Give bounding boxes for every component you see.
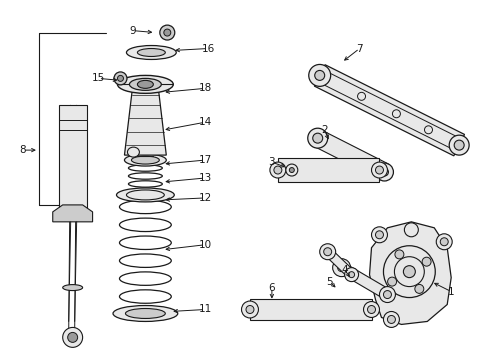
- Circle shape: [386, 315, 395, 323]
- Text: 14: 14: [198, 117, 211, 127]
- Ellipse shape: [131, 156, 159, 164]
- Polygon shape: [338, 263, 389, 299]
- Circle shape: [448, 135, 468, 155]
- Circle shape: [380, 168, 387, 176]
- Circle shape: [363, 302, 379, 318]
- Text: 1: 1: [447, 287, 453, 297]
- Circle shape: [379, 287, 395, 302]
- Circle shape: [421, 257, 430, 266]
- Ellipse shape: [127, 147, 139, 157]
- Text: 9: 9: [129, 26, 136, 36]
- Circle shape: [67, 332, 78, 342]
- Circle shape: [160, 25, 174, 40]
- Circle shape: [383, 311, 399, 328]
- Circle shape: [348, 272, 354, 278]
- Ellipse shape: [125, 309, 165, 319]
- Text: 5: 5: [325, 276, 332, 287]
- Circle shape: [375, 163, 393, 181]
- Circle shape: [273, 166, 281, 174]
- Text: 4: 4: [341, 265, 347, 275]
- Polygon shape: [249, 298, 371, 320]
- Circle shape: [314, 71, 324, 80]
- Circle shape: [394, 250, 403, 259]
- Circle shape: [337, 264, 345, 272]
- Text: 10: 10: [198, 240, 211, 250]
- Circle shape: [245, 306, 253, 314]
- Text: 18: 18: [198, 84, 211, 93]
- Text: 13: 13: [198, 173, 211, 183]
- Text: 17: 17: [198, 155, 211, 165]
- Text: 6: 6: [268, 283, 275, 293]
- Circle shape: [403, 266, 414, 278]
- Text: 8: 8: [20, 145, 26, 155]
- Circle shape: [435, 234, 451, 250]
- Text: 2: 2: [321, 125, 327, 135]
- Circle shape: [307, 128, 327, 148]
- Ellipse shape: [124, 154, 166, 166]
- Text: 3: 3: [268, 157, 275, 167]
- Polygon shape: [124, 88, 166, 155]
- Ellipse shape: [117, 75, 173, 93]
- Circle shape: [319, 244, 335, 260]
- Ellipse shape: [62, 285, 82, 291]
- Polygon shape: [369, 222, 450, 324]
- Circle shape: [375, 231, 383, 239]
- Circle shape: [439, 238, 447, 246]
- Ellipse shape: [137, 49, 165, 57]
- Circle shape: [308, 64, 330, 86]
- Polygon shape: [277, 158, 379, 182]
- Polygon shape: [53, 205, 92, 222]
- Circle shape: [241, 301, 258, 318]
- Text: 12: 12: [198, 193, 211, 203]
- Circle shape: [289, 167, 294, 172]
- Text: 11: 11: [198, 305, 211, 315]
- Text: 15: 15: [92, 73, 105, 84]
- Circle shape: [453, 140, 463, 150]
- Circle shape: [371, 162, 386, 178]
- Polygon shape: [324, 248, 354, 278]
- Text: 7: 7: [356, 44, 362, 54]
- Circle shape: [332, 259, 350, 276]
- Circle shape: [371, 227, 386, 243]
- Circle shape: [285, 164, 297, 176]
- Ellipse shape: [113, 306, 178, 321]
- Circle shape: [114, 72, 127, 85]
- Polygon shape: [59, 105, 86, 218]
- Ellipse shape: [137, 80, 153, 88]
- Circle shape: [387, 277, 396, 286]
- Polygon shape: [313, 130, 388, 180]
- Circle shape: [312, 133, 322, 143]
- Circle shape: [394, 257, 424, 287]
- Circle shape: [269, 162, 285, 178]
- Circle shape: [117, 75, 123, 81]
- Circle shape: [323, 248, 331, 256]
- Ellipse shape: [126, 45, 176, 59]
- Circle shape: [367, 306, 375, 314]
- Circle shape: [383, 291, 390, 298]
- Polygon shape: [314, 65, 464, 156]
- Ellipse shape: [116, 188, 174, 202]
- Circle shape: [344, 268, 358, 282]
- Circle shape: [375, 166, 383, 174]
- Circle shape: [414, 284, 423, 293]
- Circle shape: [163, 29, 170, 36]
- Circle shape: [62, 328, 82, 347]
- Ellipse shape: [129, 78, 161, 90]
- Text: 16: 16: [201, 44, 214, 54]
